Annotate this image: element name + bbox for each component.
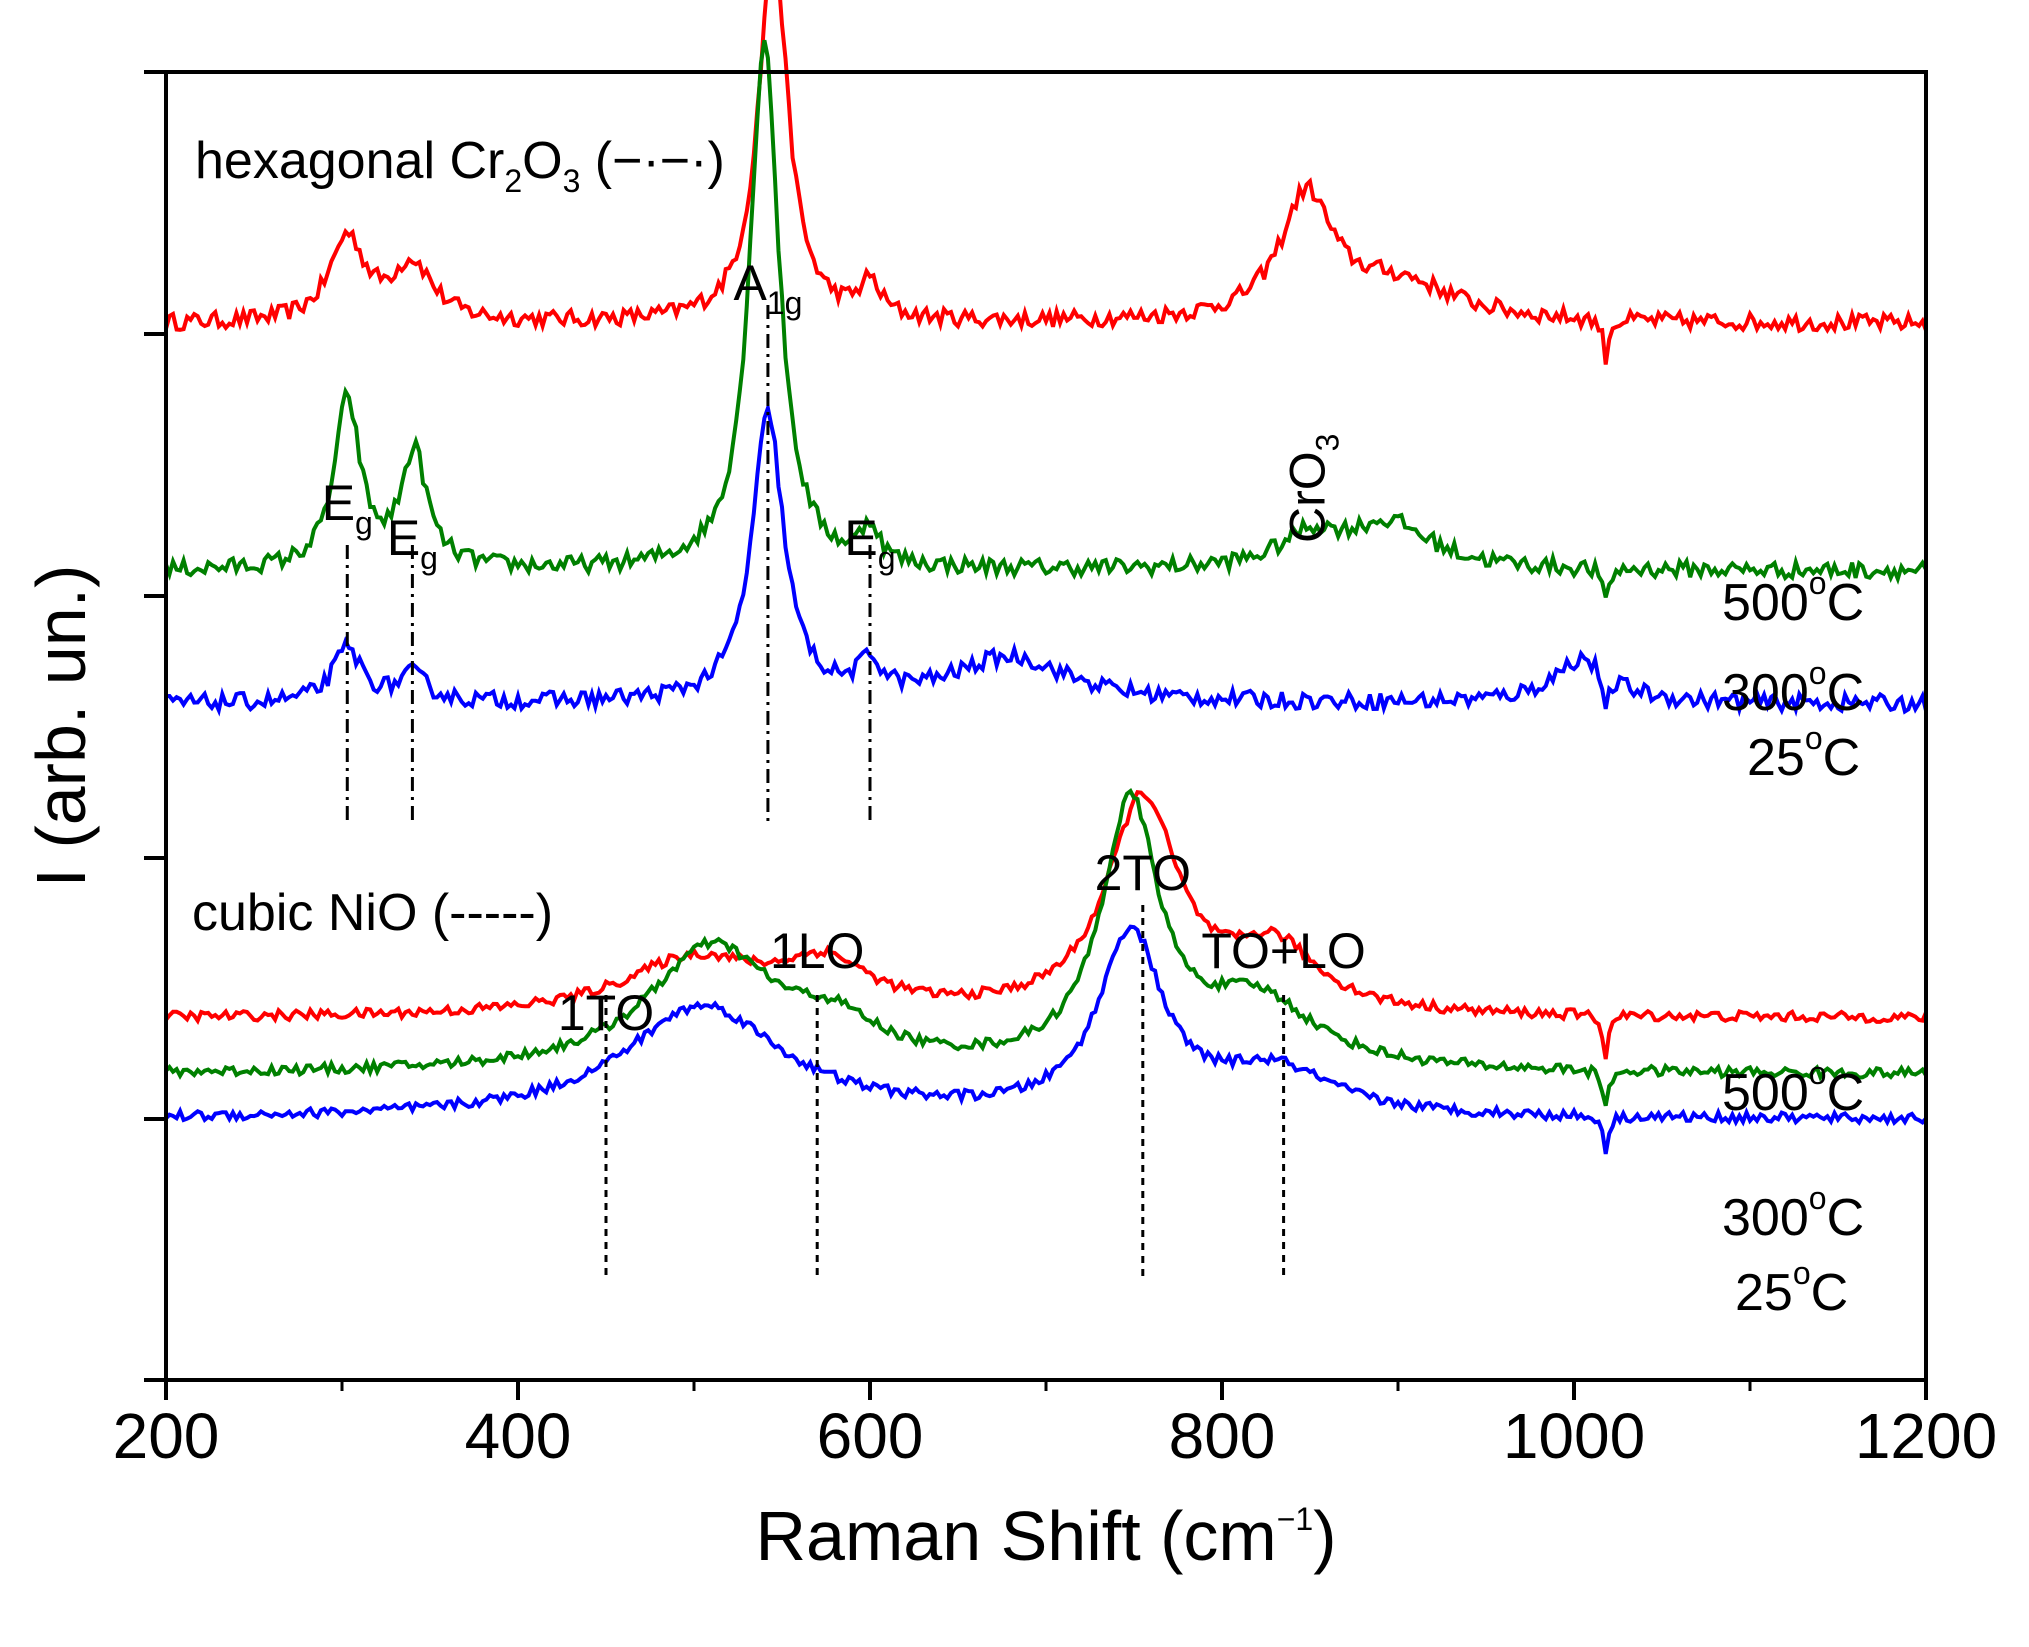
axes: 200 400 600 800 1000 1200 [113,70,1997,1472]
x-axis-title-unit-exponent: −1 [1277,1501,1313,1537]
legend-label-cr2o3-500c: 500oC [1722,565,1864,632]
series-line-cr2o3-300c [164,39,1928,598]
x-tick-label: 800 [1169,1400,1276,1472]
series-layer [164,0,1928,1155]
legend-label-nio-25c: 25oC [1735,1255,1848,1322]
legend-label-nio-500c: 500oC [1722,1055,1864,1122]
peak-label-cr2o3-0: Eg [322,475,373,541]
x-axis-title-main: Raman Shift (cm [755,1497,1276,1575]
peak-label-cr2o3-2: A1g [733,255,802,321]
peak-label-cr2o3-3: Eg [844,510,895,576]
series-line-cr2o3-25c [165,400,1928,718]
x-tick-label: 1200 [1855,1400,1997,1472]
peak-label-nio-0: 1TO [558,985,654,1041]
peak-label-nio-2: 2TO [1095,845,1191,901]
legend-label-cr2o3-300c: 300oC [1722,655,1864,722]
x-axis-title: Raman Shift (cm−1) [755,1497,1336,1575]
x-tick-label: 400 [465,1400,572,1472]
panel-title-cr2o3: hexagonal Cr2O3 (−·−·) [195,132,725,199]
reference-lines [345,305,1286,1280]
series-line-nio-300c [164,788,1928,1107]
legend-label-nio-300c: 300oC [1722,1180,1864,1247]
x-tick-label: 1000 [1503,1400,1645,1472]
panel-title-nio: cubic NiO (-----) [192,884,553,942]
series-line-cr2o3-500c [164,0,1928,365]
legend-label-cr2o3-25c: 25oC [1747,720,1860,787]
y-axis-title: I (arb. un.) [22,565,100,888]
annotation-cro3: CrO3 [1279,434,1345,543]
peak-label-nio-1: 1LO [770,923,865,979]
x-tick-label: 600 [817,1400,924,1472]
x-axis-title-close: ) [1313,1497,1336,1575]
series-line-nio-500c [164,790,1928,1060]
series-line-nio-25c [164,924,1928,1155]
x-tick-label: 200 [113,1400,220,1472]
peak-label-nio-3: TO+LO [1201,923,1365,979]
peak-label-cr2o3-1: Eg [387,510,438,576]
